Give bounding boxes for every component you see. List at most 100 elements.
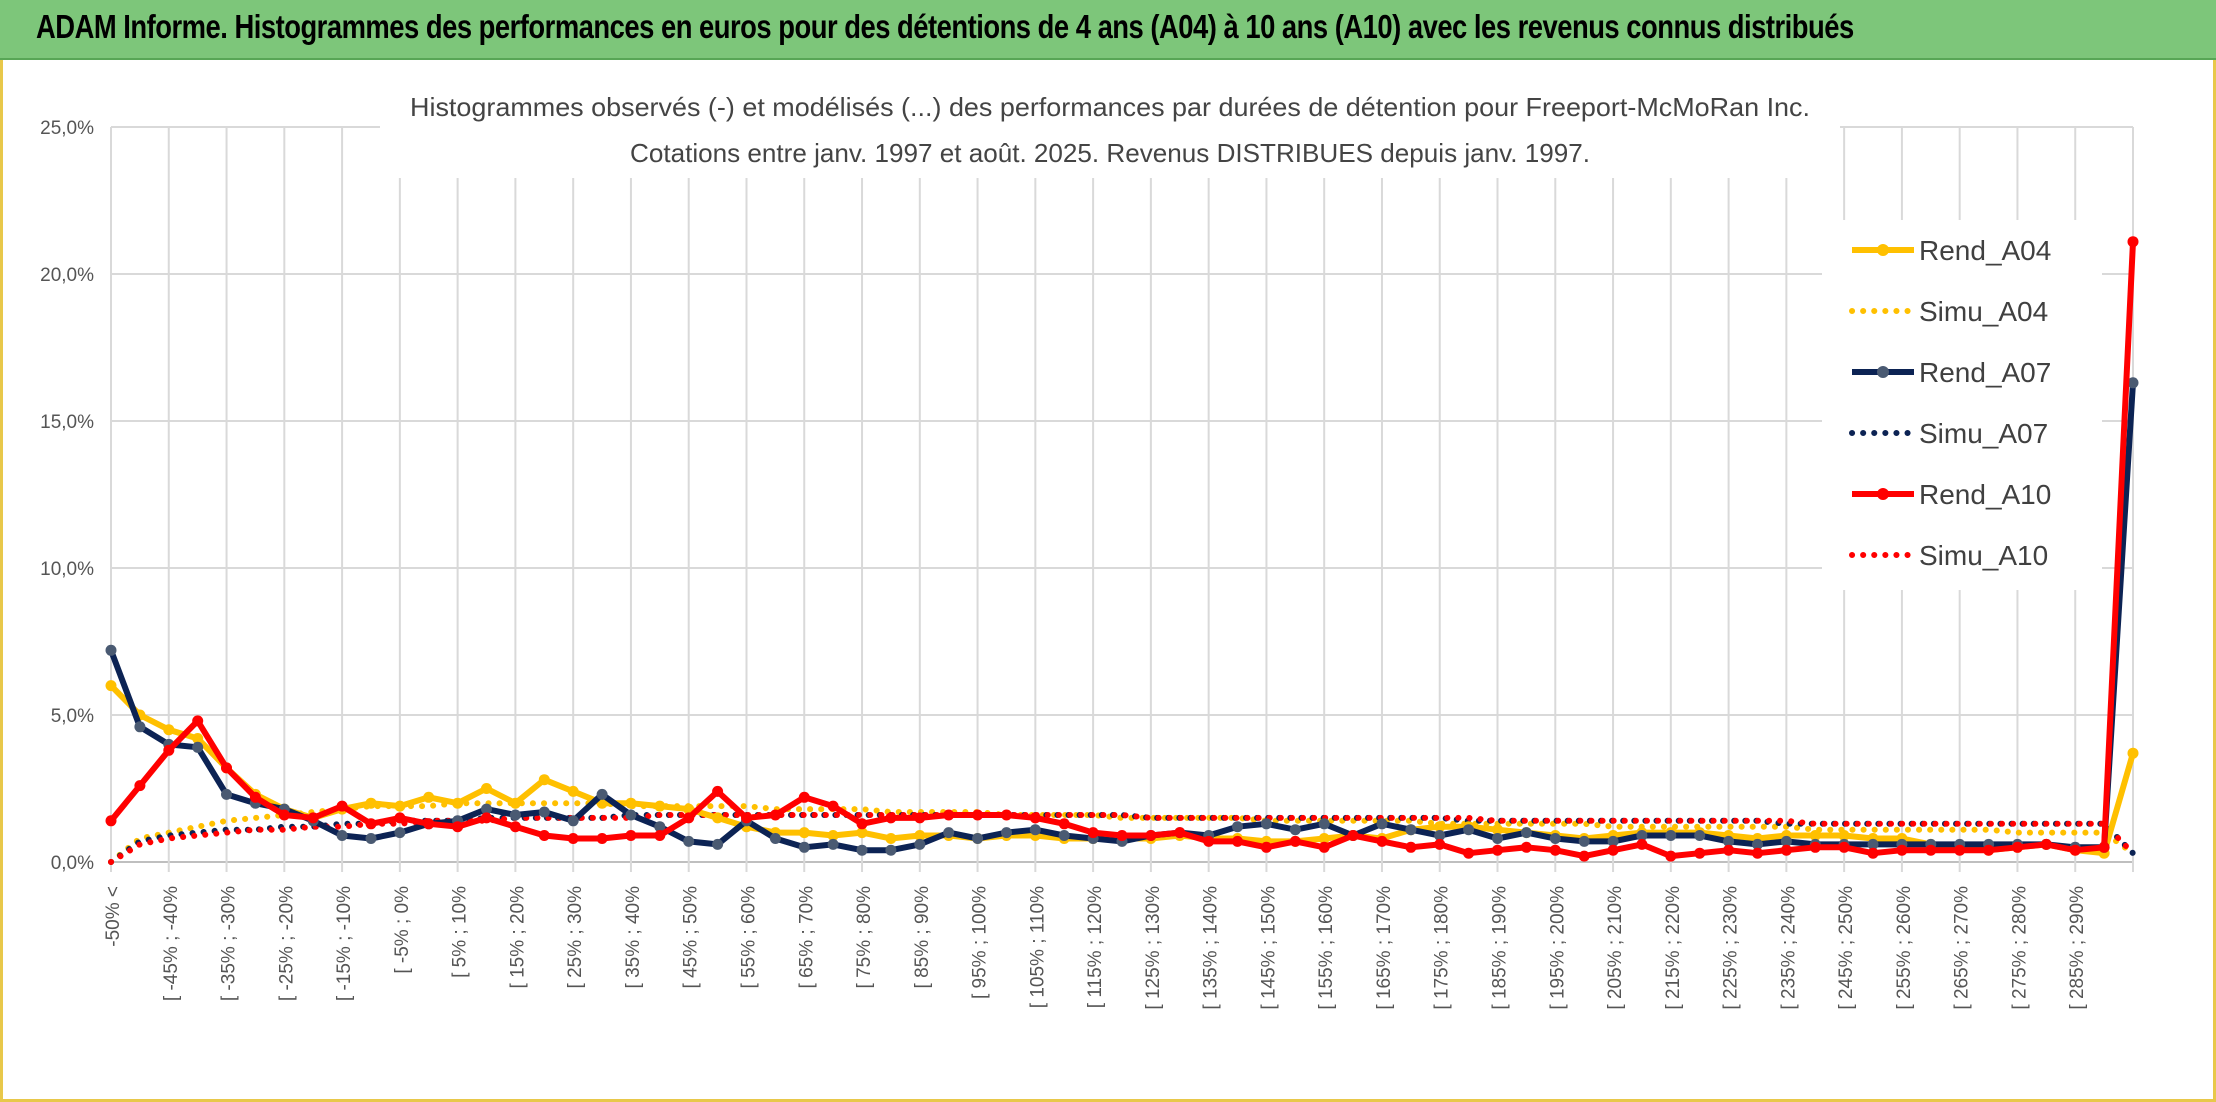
- chart-title: Histogrammes observés (-) et modélisés (…: [410, 92, 1810, 122]
- data-point-rend-a10: [1260, 841, 1272, 853]
- data-point-rend-a10: [972, 809, 984, 821]
- data-point-rend-a10: [596, 833, 608, 844]
- data-point-rend-a07: [134, 721, 146, 733]
- data-point-rend-a10: [1607, 844, 1619, 856]
- legend-label-rend-a04: Rend_A04: [1919, 235, 2051, 266]
- y-axis-ticks: 0,0% 5,0% 10,0% 15,0% 20,0% 25,0%: [40, 118, 94, 874]
- page-title: ADAM Informe. Histogrammes des performan…: [36, 8, 1854, 45]
- data-point-rend-a10: [221, 762, 232, 774]
- data-point-rend-a04: [712, 812, 724, 824]
- data-point-rend-a07: [1723, 835, 1735, 847]
- data-point-rend-a07: [856, 844, 868, 856]
- x-tick-label: [ 75% ; 80%: [854, 886, 875, 989]
- data-point-rend-a10: [163, 744, 175, 756]
- data-point-rend-a07: [1405, 824, 1417, 836]
- data-point-rend-a04: [509, 797, 521, 809]
- data-point-rend-a10: [1867, 847, 1879, 859]
- data-point-rend-a10: [625, 830, 637, 841]
- data-point-rend-a10: [2012, 841, 2023, 853]
- x-tick-label: [ 135% ; 140%: [1201, 886, 1222, 1010]
- data-point-rend-a10: [1665, 850, 1677, 862]
- data-point-rend-a07: [1694, 830, 1706, 841]
- x-tick-label: [ 25% ; 30%: [565, 886, 586, 989]
- data-point-rend-a10: [538, 830, 550, 841]
- x-tick-label: [ 45% ; 50%: [681, 886, 702, 989]
- data-point-rend-a07: [827, 838, 839, 850]
- x-tick-label: [ 85% ; 90%: [912, 886, 933, 989]
- x-tick-label: [ -25% ; -20%: [276, 886, 297, 1001]
- data-point-rend-a10: [567, 833, 579, 844]
- data-point-rend-a04: [452, 797, 464, 809]
- data-point-rend-a04: [1492, 824, 1503, 836]
- data-point-rend-a04: [885, 833, 897, 844]
- x-tick-label: [ -45% ; -40%: [161, 886, 182, 1001]
- data-point-rend-a10: [1087, 827, 1099, 839]
- chart-subtitle: Cotations entre janv. 1997 et août. 2025…: [630, 138, 1590, 168]
- data-point-rend-a10: [2040, 838, 2052, 850]
- data-point-rend-a10: [1809, 841, 1821, 853]
- x-tick-label: [ 205% ; 210%: [1605, 886, 1626, 1010]
- data-point-rend-a10: [943, 809, 955, 821]
- data-point-rend-a04: [394, 800, 406, 812]
- data-point-rend-a10: [1289, 835, 1301, 847]
- data-point-rend-a10: [1636, 838, 1648, 850]
- data-point-rend-a10: [712, 785, 724, 797]
- data-point-rend-a10: [1896, 844, 1908, 856]
- data-point-rend-a10: [1780, 844, 1792, 856]
- legend-label-rend-a10: Rend_A10: [1919, 479, 2051, 510]
- data-point-rend-a10: [1058, 818, 1070, 830]
- data-point-rend-a10: [1838, 841, 1850, 853]
- data-point-rend-a10: [2069, 844, 2081, 856]
- data-point-rend-a10: [1694, 847, 1706, 859]
- data-point-rend-a07: [1636, 830, 1648, 841]
- data-point-rend-a10: [481, 812, 492, 824]
- data-point-rend-a07: [1665, 830, 1677, 841]
- data-point-rend-a07: [336, 830, 348, 841]
- data-point-rend-a04: [1809, 830, 1821, 841]
- data-point-rend-a10: [2127, 236, 2139, 248]
- data-point-rend-a07: [683, 835, 695, 847]
- x-tick-label: -50% <: [103, 886, 124, 947]
- data-point-rend-a10: [1578, 850, 1590, 862]
- x-tick-label: [ 55% ; 60%: [738, 886, 759, 989]
- data-point-rend-a07: [1232, 821, 1243, 833]
- x-tick-label: [ 155% ; 160%: [1316, 886, 1337, 1010]
- x-tick-label: [ 195% ; 200%: [1547, 886, 1568, 1010]
- chart-title-background: [380, 82, 1840, 178]
- data-point-rend-a07: [538, 806, 550, 818]
- x-tick-label: [ 265% ; 270%: [1952, 886, 1973, 1010]
- data-point-rend-a04: [856, 827, 868, 839]
- x-tick-label: [ 165% ; 170%: [1374, 886, 1395, 1010]
- legend: Rend_A04 Simu_A04 Rend_A07 Simu_A07 Rend_A10…: [1822, 220, 2102, 590]
- data-point-rend-a10: [741, 812, 752, 824]
- y-tick-label: 0,0%: [51, 853, 94, 874]
- x-tick-label: [ 145% ; 150%: [1258, 886, 1279, 1010]
- data-point-rend-a10: [1116, 830, 1128, 841]
- data-point-rend-a04: [423, 791, 435, 803]
- data-point-rend-a07: [1780, 835, 1792, 847]
- data-point-rend-a10: [683, 812, 695, 824]
- data-point-rend-a04: [192, 733, 204, 744]
- data-point-rend-a07: [596, 788, 608, 800]
- data-point-rend-a07: [1001, 827, 1012, 839]
- legend-label-simu-a04: Simu_A04: [1919, 296, 2048, 327]
- x-tick-label: [ 215% ; 220%: [1663, 886, 1684, 1010]
- data-point-rend-a10: [1463, 847, 1475, 859]
- data-point-rend-a07: [509, 809, 521, 821]
- data-point-rend-a07: [972, 833, 984, 844]
- data-point-rend-a10: [769, 809, 781, 821]
- data-point-rend-a07: [105, 644, 117, 656]
- data-point-rend-a10: [134, 780, 146, 792]
- data-point-rend-a07: [481, 803, 492, 815]
- x-tick-label: [ 185% ; 190%: [1490, 886, 1511, 1010]
- data-point-rend-a10: [1029, 812, 1041, 824]
- data-point-rend-a10: [914, 812, 926, 824]
- data-point-rend-a07: [1520, 827, 1532, 839]
- data-point-rend-a10: [1203, 835, 1215, 847]
- data-point-rend-a10: [827, 800, 839, 812]
- data-point-rend-a07: [1463, 824, 1475, 836]
- data-point-rend-a10: [798, 791, 810, 803]
- data-point-rend-a10: [249, 791, 261, 803]
- data-point-rend-a10: [1347, 830, 1359, 841]
